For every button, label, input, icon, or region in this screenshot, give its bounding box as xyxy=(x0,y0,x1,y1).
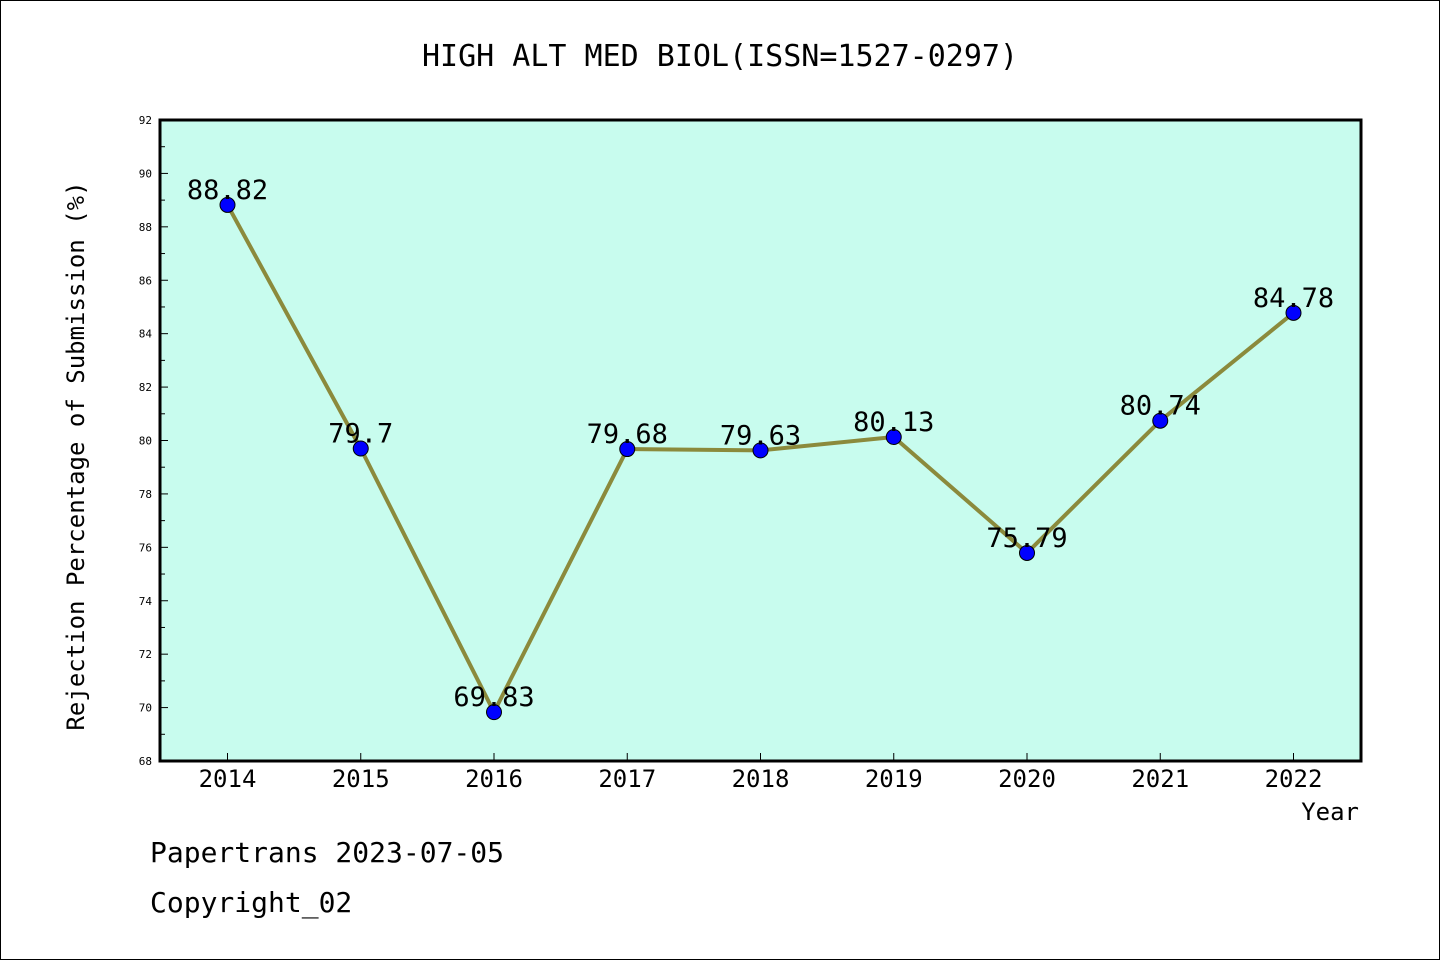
data-point xyxy=(219,196,236,213)
data-point xyxy=(885,429,902,446)
data-point xyxy=(1019,544,1035,561)
chart-title: HIGH ALT MED BIOL(ISSN=1527-0297) xyxy=(422,39,1018,74)
x-tick-label: 2020 xyxy=(998,765,1056,793)
y-tick-label: 86 xyxy=(139,274,152,287)
x-tick-label: 2016 xyxy=(465,765,523,793)
x-tick-label: 2014 xyxy=(199,765,257,793)
y-tick-label: 80 xyxy=(139,435,152,448)
y-tick-label: 84 xyxy=(139,328,153,341)
data-label: 79.7 xyxy=(328,419,393,450)
x-tick-label: 2017 xyxy=(598,765,656,793)
y-tick-label: 90 xyxy=(139,167,152,180)
data-point xyxy=(619,441,636,458)
x-tick-label: 2019 xyxy=(865,765,923,793)
data-label: 80.74 xyxy=(1120,391,1201,422)
x-tick-label: 2015 xyxy=(332,765,390,793)
data-label: 79.63 xyxy=(720,420,801,451)
data-label: 75.79 xyxy=(986,523,1067,554)
x-tick-label: 2022 xyxy=(1265,765,1323,793)
y-tick-label: 88 xyxy=(139,221,152,234)
x-axis: 2014 2015 2016 2017 2018 2019 2020 2021 2022 xyxy=(199,753,1323,793)
y-tick-label: 78 xyxy=(139,488,152,501)
y-tick-label: 74 xyxy=(139,595,153,608)
data-point xyxy=(352,440,369,457)
y-tick-label: 72 xyxy=(139,648,152,661)
data-point xyxy=(1285,304,1302,321)
plot-area xyxy=(158,118,1363,763)
data-label: 84.78 xyxy=(1253,283,1334,314)
y-tick-label: 76 xyxy=(139,541,152,554)
y-tick-label: 92 xyxy=(139,114,152,127)
footer-source: Papertrans 2023-07-05 xyxy=(150,836,505,869)
data-label: 79.68 xyxy=(587,419,668,450)
data-label: 80.13 xyxy=(853,407,934,438)
y-axis-label: Rejection Percentage of Submission (%) xyxy=(62,181,90,730)
y-tick-label: 70 xyxy=(139,702,152,715)
data-point xyxy=(486,704,502,721)
x-axis-label: Year xyxy=(1301,798,1359,826)
y-tick-label: 82 xyxy=(139,381,152,394)
data-label: 69.83 xyxy=(453,682,534,713)
data-label: 88.82 xyxy=(187,175,268,206)
data-point xyxy=(1152,412,1169,429)
series-rejection-percentage xyxy=(219,196,1302,721)
x-tick-label: 2021 xyxy=(1131,765,1189,793)
y-axis: 68 70 72 74 76 78 80 82 84 86 88 90 92 xyxy=(139,114,168,768)
y-tick-label: 68 xyxy=(139,755,152,768)
data-labels: 88.82 79.7 69.83 79.68 79.63 80.13 75.79 80.74 8… xyxy=(187,175,1334,713)
data-point xyxy=(752,442,769,459)
footer-copyright: Copyright_02 xyxy=(150,886,353,919)
x-tick-label: 2018 xyxy=(732,765,790,793)
